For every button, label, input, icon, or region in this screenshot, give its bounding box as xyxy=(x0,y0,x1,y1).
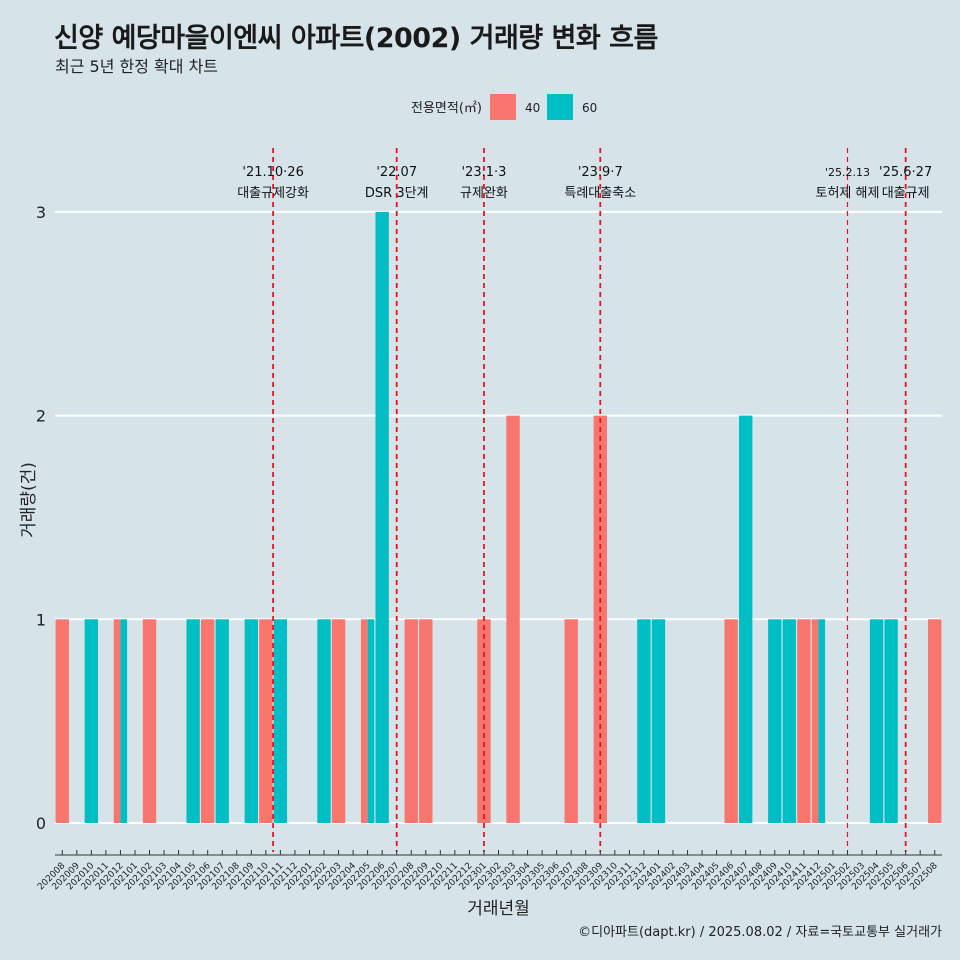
bar-40-202008 xyxy=(55,619,69,823)
bar-40-202301 xyxy=(477,619,491,823)
bar-40-202110 xyxy=(259,619,273,823)
event-date-label: '25.6·27 xyxy=(879,165,932,180)
bar-40-202307 xyxy=(564,619,578,823)
event-date-label: '21.10·26 xyxy=(242,165,303,180)
event-date-label: '22.07 xyxy=(376,165,417,180)
bar-60-202012 xyxy=(120,619,128,823)
legend-swatch-40 xyxy=(490,94,516,120)
legend: 전용면적(㎡) 40 60 xyxy=(411,94,597,120)
bar-60-202109 xyxy=(244,619,258,823)
bar-60-202107 xyxy=(215,619,229,823)
bar-40-202102 xyxy=(142,619,157,823)
event-text-label: 토허제 해제 xyxy=(816,186,880,201)
bar-60-202206 xyxy=(375,211,389,823)
y-tick-label: 1 xyxy=(36,610,46,629)
chart-subtitle: 최근 5년 한정 확대 차트 xyxy=(55,57,219,76)
bar-60-202312 xyxy=(637,619,651,823)
bar-40-202303 xyxy=(506,415,520,823)
x-axis-title: 거래년월 xyxy=(467,899,530,919)
axes: 0123202008202009202010202011202012202101… xyxy=(19,203,942,919)
bar-60-202409 xyxy=(768,619,782,823)
bar-60-202410 xyxy=(782,619,797,823)
bar-60-202111 xyxy=(273,619,288,823)
bar-60-202504 xyxy=(869,619,884,823)
bar-60-202401 xyxy=(651,619,666,823)
bar-40-202012 xyxy=(113,619,121,823)
bar-60-202505 xyxy=(884,619,898,823)
bar-60-202412 xyxy=(818,619,826,823)
y-tick-label: 3 xyxy=(36,203,46,222)
chart-title: 신양 예당마을이엔씨 아파트(2002) 거래량 변화 흐름 xyxy=(54,23,658,54)
event-date-label: '23.1·3 xyxy=(461,165,506,180)
bars xyxy=(55,211,942,823)
event-text-label: 규제완화 xyxy=(460,186,508,201)
event-text-label: 대출규제 xyxy=(882,186,930,201)
source-caption: ©디아파트(dapt.kr) / 2025.08.02 / 자료=국토교통부 실… xyxy=(578,925,942,940)
bar-40-202203 xyxy=(331,619,346,823)
event-text-label: DSR 3단계 xyxy=(365,186,429,201)
legend-swatch-60 xyxy=(547,94,573,120)
event-date-label: '25.2.13 xyxy=(825,166,870,179)
y-tick-label: 0 xyxy=(36,814,46,833)
bar-60-202205 xyxy=(367,619,375,823)
legend-label-60: 60 xyxy=(582,101,597,115)
bar-40-202209 xyxy=(419,619,433,823)
y-tick-label: 2 xyxy=(36,407,46,426)
bar-40-202406 xyxy=(724,619,738,823)
bar-40-202205 xyxy=(360,619,368,823)
bar-40-202208 xyxy=(404,619,418,823)
event-date-label: '23.9·7 xyxy=(578,165,623,180)
y-axis-title: 거래량(건) xyxy=(19,462,39,538)
bar-40-202106 xyxy=(200,619,215,823)
bar-40-202412 xyxy=(811,619,819,823)
legend-title: 전용면적(㎡) xyxy=(411,101,482,116)
event-text-label: 대출규제강화 xyxy=(237,186,309,201)
bar-60-202407 xyxy=(739,415,753,823)
bar-60-202105 xyxy=(186,619,200,823)
legend-label-40: 40 xyxy=(525,101,540,115)
bar-40-202508 xyxy=(928,619,942,823)
bar-60-202202 xyxy=(317,619,331,823)
event-lines: '21.10·26 대출규제강화 '22.07 DSR 3단계 '23.1·3 규제완화 '… xyxy=(237,148,932,852)
bar-40-202411 xyxy=(797,619,811,823)
bar-60-202010 xyxy=(84,619,99,823)
event-text-label: 특례대출축소 xyxy=(564,186,636,201)
